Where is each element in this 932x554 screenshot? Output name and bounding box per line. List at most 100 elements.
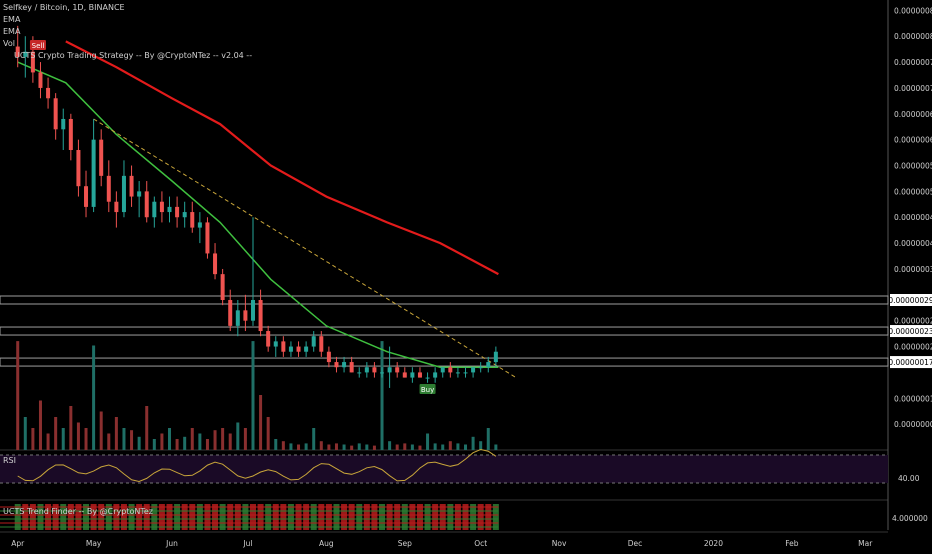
trend-bar: [439, 504, 446, 530]
candle-body: [311, 336, 316, 347]
indicator-ema-fast[interactable]: EMA: [3, 15, 21, 24]
strategy-label[interactable]: UCTS Crypto Trading Strategy -- By @Cryp…: [14, 51, 253, 60]
trend-bar: [212, 504, 219, 530]
trend-bar: [477, 504, 484, 530]
volume-bar: [494, 444, 498, 450]
volume-bar: [259, 395, 263, 450]
candle-body: [433, 372, 438, 378]
trend-bar: [22, 504, 29, 530]
volume-bar: [107, 433, 111, 450]
trend-level-label: 4.000000: [892, 514, 928, 523]
price-tick-label: 0.00000080: [894, 32, 932, 41]
trend-bar: [242, 504, 249, 530]
candle-body: [417, 372, 422, 378]
volume-bar: [426, 433, 430, 450]
candle-body: [380, 372, 385, 374]
trend-bar: [409, 504, 416, 530]
indicator-ema-slow[interactable]: EMA: [3, 27, 21, 36]
level-label: 0.00000017: [888, 358, 932, 367]
trend-bar: [67, 504, 74, 530]
time-tick-label: 2020: [704, 539, 723, 548]
candle-body: [387, 367, 392, 373]
candle-body: [235, 310, 240, 326]
volume-bar: [448, 441, 452, 450]
trend-bar: [249, 504, 256, 530]
trend-finder-label[interactable]: UCTS Trend Finder -- By @CryptoNTez: [3, 507, 153, 516]
trend-bar: [143, 504, 150, 530]
trend-bar: [227, 504, 234, 530]
volume-bar: [122, 428, 126, 450]
trend-bar: [181, 504, 188, 530]
ema-fast-line: [17, 61, 499, 368]
candle-body: [84, 186, 89, 207]
volume-bar: [160, 433, 164, 450]
rsi-line: [17, 448, 497, 483]
candle-body: [258, 300, 263, 332]
volume-bar: [479, 441, 483, 450]
sell-signal-label: Sell: [32, 42, 45, 50]
trend-bar: [348, 504, 355, 530]
candle-body: [304, 346, 309, 352]
volume-bar: [38, 400, 42, 450]
candle-body: [455, 372, 460, 374]
volume-bar: [433, 443, 437, 450]
volume-bar: [297, 444, 301, 450]
volume-bar: [54, 417, 58, 450]
trend-bar: [454, 504, 461, 530]
trend-bar: [219, 504, 226, 530]
symbol-title: Selfkey / Bitcoin, 1D, BINANCE: [3, 3, 125, 12]
trend-bar: [166, 504, 173, 530]
candle-body: [197, 222, 202, 228]
volume-bar: [327, 444, 331, 450]
price-tick-label: 0.00000060: [894, 136, 932, 145]
time-tick-label: May: [86, 539, 102, 548]
price-tick-label: 0.00000025: [894, 317, 932, 326]
time-tick-label: Jul: [242, 539, 252, 548]
trend-bar: [120, 504, 127, 530]
trend-bar: [60, 504, 67, 530]
price-tick-label: 0.00000085: [894, 6, 932, 15]
indicator-volume[interactable]: Vol: [3, 39, 15, 48]
candle-body: [121, 175, 126, 213]
candle-body: [190, 212, 195, 228]
volume-bar: [388, 441, 392, 450]
candle-body: [91, 139, 96, 207]
trend-bar: [303, 504, 310, 530]
trend-bar: [363, 504, 370, 530]
time-tick-label: Dec: [628, 539, 643, 548]
candle-body: [46, 87, 51, 99]
level-label: 0.00000023: [888, 327, 932, 336]
candle-body: [463, 372, 468, 374]
trend-bar: [75, 504, 82, 530]
trend-bar: [257, 504, 264, 530]
candle-body: [152, 201, 157, 218]
rsi-label[interactable]: RSI: [3, 456, 16, 465]
volume-bar: [380, 341, 384, 450]
candle-body: [493, 351, 498, 363]
volume-bar: [456, 443, 460, 450]
trend-bar: [485, 504, 492, 530]
trend-bar: [105, 504, 112, 530]
trend-bar: [310, 504, 317, 530]
candle-body: [30, 51, 35, 73]
candle-body: [266, 331, 271, 347]
volume-bar: [486, 428, 490, 450]
candle-body: [250, 300, 255, 321]
volume-bar: [99, 411, 103, 450]
volume-bar: [281, 441, 285, 450]
candle-body: [167, 206, 172, 213]
volume-bar: [274, 439, 278, 450]
volume-bar: [395, 444, 399, 450]
candle-body: [228, 300, 233, 326]
candle-body: [53, 98, 58, 130]
candle-body: [213, 253, 218, 275]
volume-bar: [334, 443, 338, 450]
trend-bar: [52, 504, 59, 530]
candle-body: [38, 72, 43, 88]
trend-bar: [470, 504, 477, 530]
volume-bar: [410, 444, 414, 450]
volume-bar: [319, 441, 323, 450]
candle-body: [23, 51, 28, 57]
